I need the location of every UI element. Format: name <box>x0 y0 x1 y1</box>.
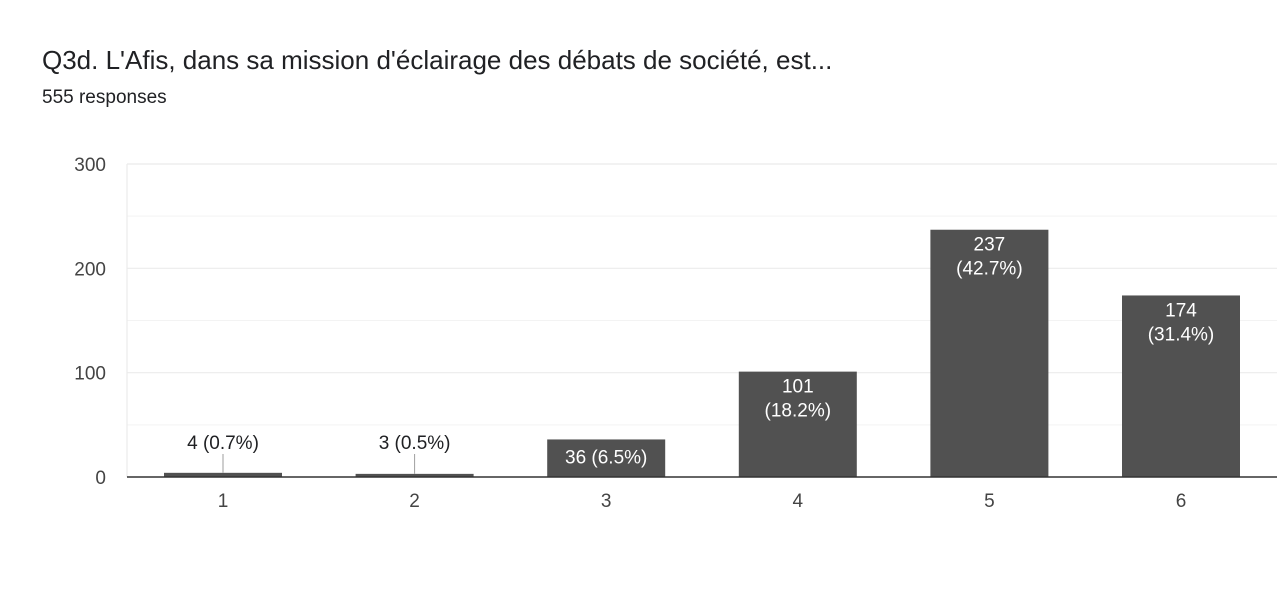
y-tick-label: 200 <box>74 259 106 280</box>
data-label-percent: (18.2%) <box>765 401 832 422</box>
question-title: Q3d. L'Afis, dans sa mission d'éclairage… <box>42 45 833 75</box>
data-label-count: 174 <box>1165 300 1197 321</box>
bar <box>930 229 1049 477</box>
y-tick-label: 100 <box>74 364 106 385</box>
x-tick-label: 1 <box>218 491 229 512</box>
y-tick-label: 0 <box>95 468 106 489</box>
x-tick-label: 2 <box>409 491 420 512</box>
x-tick-label: 5 <box>984 491 995 512</box>
data-label-percent: (42.7%) <box>956 259 1023 280</box>
data-label: 4 (0.7%) <box>187 433 259 454</box>
data-label-count: 101 <box>782 377 814 398</box>
bar <box>164 472 282 477</box>
x-tick-label: 3 <box>601 491 612 512</box>
data-label-count: 237 <box>974 235 1006 256</box>
y-tick-label: 300 <box>74 155 106 176</box>
bar <box>1122 295 1240 477</box>
data-label-percent: (31.4%) <box>1148 324 1215 345</box>
data-label: 3 (0.5%) <box>379 433 451 454</box>
response-count: 555 responses <box>42 87 167 108</box>
bar <box>738 371 857 477</box>
bar <box>547 439 666 477</box>
bar <box>355 473 474 477</box>
data-label: 36 (6.5%) <box>565 447 647 468</box>
x-tick-label: 4 <box>793 491 804 512</box>
x-tick-label: 6 <box>1176 491 1187 512</box>
